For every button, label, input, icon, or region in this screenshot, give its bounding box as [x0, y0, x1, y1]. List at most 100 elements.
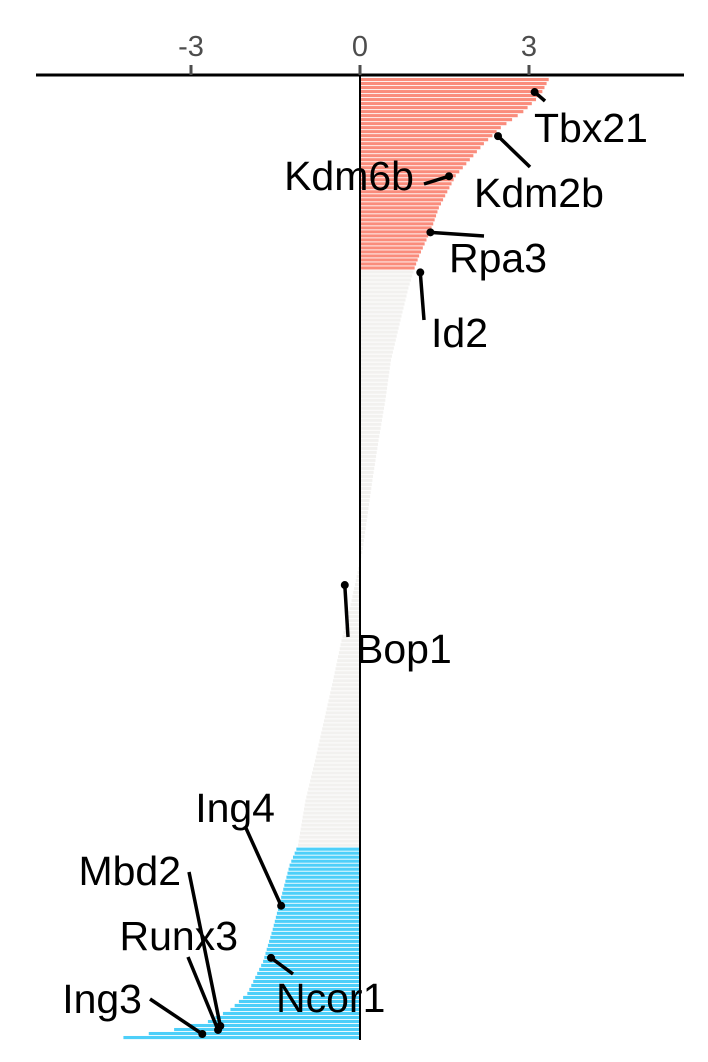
bar: [360, 210, 438, 214]
gene-label: Kdm6b: [284, 153, 414, 199]
bar: [332, 683, 360, 687]
bar: [308, 787, 360, 791]
bar: [360, 234, 429, 238]
gene-label: Rpa3: [449, 235, 547, 281]
bar: [360, 550, 363, 555]
bar: [269, 939, 360, 943]
bar: [289, 863, 360, 867]
bar: [360, 394, 386, 398]
bar: [360, 494, 371, 498]
bar: [360, 450, 377, 454]
bar: [360, 230, 430, 234]
bar: [360, 362, 391, 366]
bar: [360, 138, 489, 142]
bar: [283, 887, 360, 891]
bar: [360, 218, 435, 222]
bar: [238, 999, 360, 1004]
bar: [347, 615, 360, 619]
bar: [360, 438, 379, 442]
bar: [352, 595, 360, 599]
leader-line: [423, 174, 450, 186]
bar: [267, 943, 360, 947]
gene-label: Tbx21: [534, 105, 648, 151]
bar: [344, 627, 360, 631]
bar: [360, 442, 378, 446]
bar: [360, 158, 470, 162]
bar: [360, 478, 373, 482]
bar: [360, 286, 409, 290]
bar: [360, 82, 547, 86]
bar: [360, 126, 501, 130]
bar: [360, 366, 390, 370]
bar: [291, 859, 360, 863]
bar: [298, 843, 360, 847]
bar: [360, 498, 370, 503]
bar: [360, 86, 545, 90]
x-tick-label: -3: [178, 31, 204, 63]
bar: [360, 454, 377, 458]
bar: [360, 506, 369, 511]
bar: [319, 739, 360, 743]
bar: [360, 166, 463, 170]
bar: [324, 715, 360, 719]
bar: [266, 947, 360, 951]
bar: [313, 763, 360, 767]
bar: [360, 534, 365, 539]
bar: [360, 510, 368, 515]
bar: [340, 643, 360, 647]
gene-label: Ing3: [62, 976, 142, 1022]
bar: [234, 1003, 360, 1008]
x-axis: -3 0 3: [36, 31, 684, 77]
bar: [191, 1023, 360, 1028]
bar: [322, 727, 360, 731]
gene-label: Mbd2: [78, 848, 181, 894]
bar: [360, 466, 375, 470]
bar: [360, 290, 408, 294]
bars-layer: [123, 78, 549, 1040]
bar: [360, 458, 376, 462]
bar: [284, 883, 360, 887]
bar: [360, 514, 368, 519]
bar: [360, 382, 388, 386]
bar: [360, 542, 364, 547]
leader-line: [430, 230, 485, 238]
bar: [360, 162, 467, 166]
bar: [303, 811, 360, 815]
bar: [343, 631, 360, 635]
bar: [360, 170, 460, 174]
bar: [360, 406, 384, 410]
bar: [276, 911, 360, 915]
bar: [338, 651, 360, 655]
bar: [325, 711, 360, 715]
bar: [281, 895, 360, 899]
gene-annotations: Tbx21 Kdm2b Kdm6b Rpa3 Id2 Bop1 Ing4 Ncor1 Mbd2 R…: [62, 88, 648, 1038]
gene-label: Ing4: [195, 785, 275, 831]
bar: [360, 502, 370, 507]
bar: [320, 735, 360, 739]
bar: [360, 530, 366, 535]
x-tick-label: 0: [352, 31, 368, 63]
bar: [335, 667, 360, 671]
bar: [360, 386, 388, 390]
bar: [360, 118, 513, 122]
bar: [286, 875, 360, 879]
bar: [360, 282, 410, 286]
bar: [360, 314, 402, 318]
gene-label: Kdm2b: [474, 170, 604, 216]
bar: [296, 847, 360, 851]
bar: [329, 695, 360, 699]
bar: [333, 675, 360, 679]
bar: [264, 955, 360, 959]
bar: [300, 827, 360, 831]
bar: [306, 795, 360, 799]
bar: [360, 302, 405, 306]
bar: [360, 354, 392, 358]
gene-point: [426, 228, 435, 237]
bar: [312, 771, 360, 775]
bar: [350, 603, 360, 607]
bar: [299, 835, 360, 839]
bar: [360, 190, 448, 194]
bar: [148, 1031, 360, 1036]
bar: [272, 927, 360, 931]
bar: [261, 963, 360, 967]
